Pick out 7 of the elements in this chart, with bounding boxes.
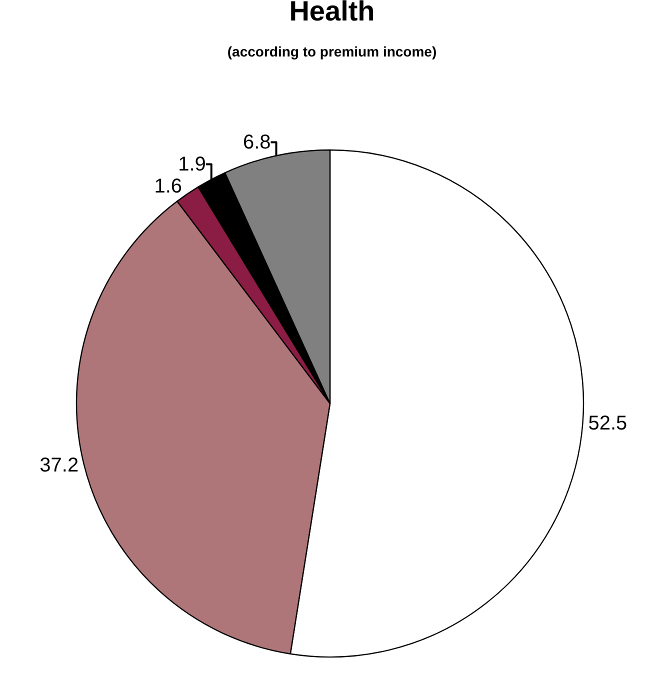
data-label: 52.5 xyxy=(588,412,628,434)
data-label: 6.8 xyxy=(242,131,271,154)
data-label: 37.2 xyxy=(40,454,79,477)
data-label: 1.9 xyxy=(178,153,206,176)
data-label: 1.6 xyxy=(154,175,182,198)
chart-title: Health xyxy=(289,0,375,26)
chart-subtitle: (according to premium income) xyxy=(227,44,437,60)
